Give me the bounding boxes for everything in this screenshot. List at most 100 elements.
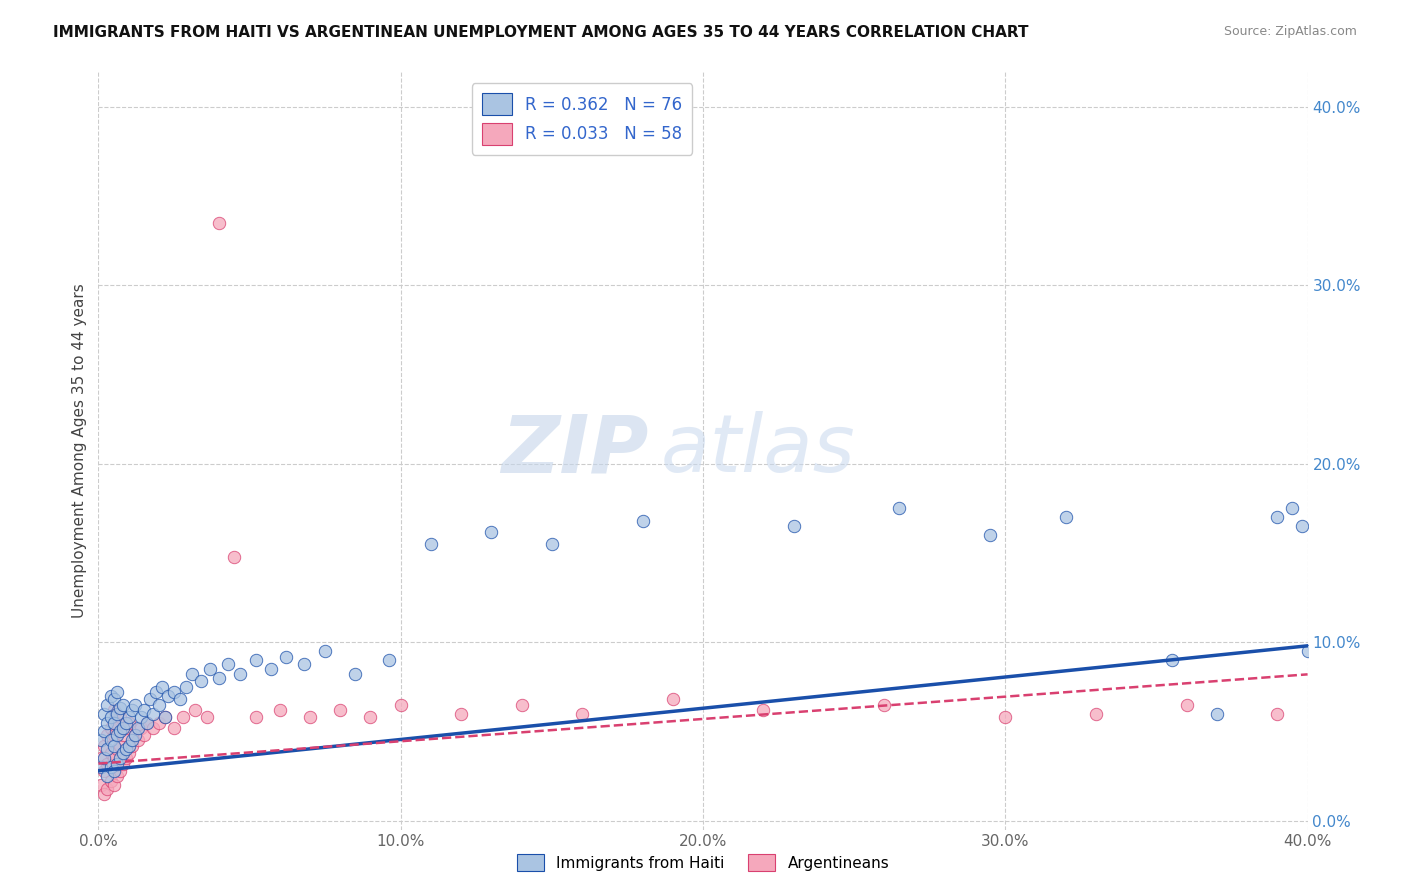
Point: [105, 769, 128, 783]
Point: [93, 706, 115, 721]
Point: [139, 692, 162, 706]
Point: [129, 710, 152, 724]
Point: [100, 733, 122, 747]
Point: [132, 728, 155, 742]
Point: [190, 674, 212, 689]
Point: [105, 685, 128, 699]
Point: [274, 649, 297, 664]
Point: [156, 689, 179, 703]
Point: [299, 710, 322, 724]
Point: [105, 715, 128, 730]
Point: [103, 703, 125, 717]
Text: atlas: atlas: [661, 411, 855, 490]
Point: [150, 680, 173, 694]
Point: [121, 739, 143, 753]
Point: [420, 537, 443, 551]
Point: [752, 703, 775, 717]
Point: [148, 698, 170, 712]
Point: [1267, 706, 1289, 721]
Point: [1206, 706, 1229, 721]
Point: [93, 764, 115, 778]
Point: [169, 692, 191, 706]
Point: [100, 710, 122, 724]
Point: [181, 667, 204, 681]
Point: [127, 721, 149, 735]
Point: [108, 751, 131, 765]
Point: [100, 721, 122, 735]
Point: [103, 728, 125, 742]
Point: [90, 760, 112, 774]
Point: [889, 501, 911, 516]
Point: [127, 733, 149, 747]
Point: [314, 644, 336, 658]
Legend: Immigrants from Haiti, Argentineans: Immigrants from Haiti, Argentineans: [510, 848, 896, 877]
Point: [135, 715, 157, 730]
Point: [481, 524, 503, 539]
Point: [329, 703, 352, 717]
Point: [450, 706, 472, 721]
Point: [631, 514, 654, 528]
Point: [96, 756, 118, 771]
Point: [510, 698, 533, 712]
Point: [108, 739, 131, 753]
Point: [1175, 698, 1198, 712]
Point: [103, 715, 125, 730]
Point: [108, 710, 131, 724]
Point: [90, 751, 112, 765]
Text: IMMIGRANTS FROM HAITI VS ARGENTINEAN UNEMPLOYMENT AMONG AGES 35 TO 44 YEARS CORR: IMMIGRANTS FROM HAITI VS ARGENTINEAN UNE…: [53, 25, 1029, 40]
Point: [994, 710, 1017, 724]
Point: [93, 787, 115, 801]
Point: [111, 756, 134, 771]
Point: [873, 698, 896, 712]
Point: [142, 706, 165, 721]
Point: [174, 680, 197, 694]
Point: [269, 703, 291, 717]
Text: ZIP: ZIP: [501, 411, 648, 490]
Point: [100, 689, 122, 703]
Point: [783, 519, 806, 533]
Point: [121, 733, 143, 747]
Point: [108, 724, 131, 739]
Point: [260, 662, 283, 676]
Point: [224, 549, 246, 564]
Point: [93, 739, 115, 753]
Point: [100, 760, 122, 774]
Point: [979, 528, 1001, 542]
Point: [114, 742, 136, 756]
Point: [105, 756, 128, 771]
Point: [103, 778, 125, 792]
Point: [103, 751, 125, 765]
Point: [145, 685, 167, 699]
Point: [96, 698, 118, 712]
Point: [200, 662, 222, 676]
Point: [124, 728, 146, 742]
Point: [132, 703, 155, 717]
Point: [172, 710, 194, 724]
Point: [114, 751, 136, 765]
Point: [108, 701, 131, 715]
Point: [105, 706, 128, 721]
Point: [195, 710, 218, 724]
Point: [93, 724, 115, 739]
Point: [118, 710, 141, 724]
Point: [571, 706, 593, 721]
Point: [103, 739, 125, 753]
Point: [1085, 706, 1108, 721]
Point: [124, 698, 146, 712]
Point: [1054, 510, 1077, 524]
Point: [1281, 501, 1303, 516]
Point: [163, 721, 186, 735]
Point: [124, 728, 146, 742]
Point: [108, 764, 131, 778]
Point: [114, 721, 136, 735]
Point: [208, 216, 231, 230]
Point: [360, 710, 382, 724]
Point: [96, 781, 118, 796]
Point: [96, 742, 118, 756]
Point: [163, 685, 186, 699]
Point: [100, 746, 122, 760]
Point: [153, 710, 176, 724]
Point: [118, 739, 141, 753]
Point: [96, 769, 118, 783]
Point: [111, 728, 134, 742]
